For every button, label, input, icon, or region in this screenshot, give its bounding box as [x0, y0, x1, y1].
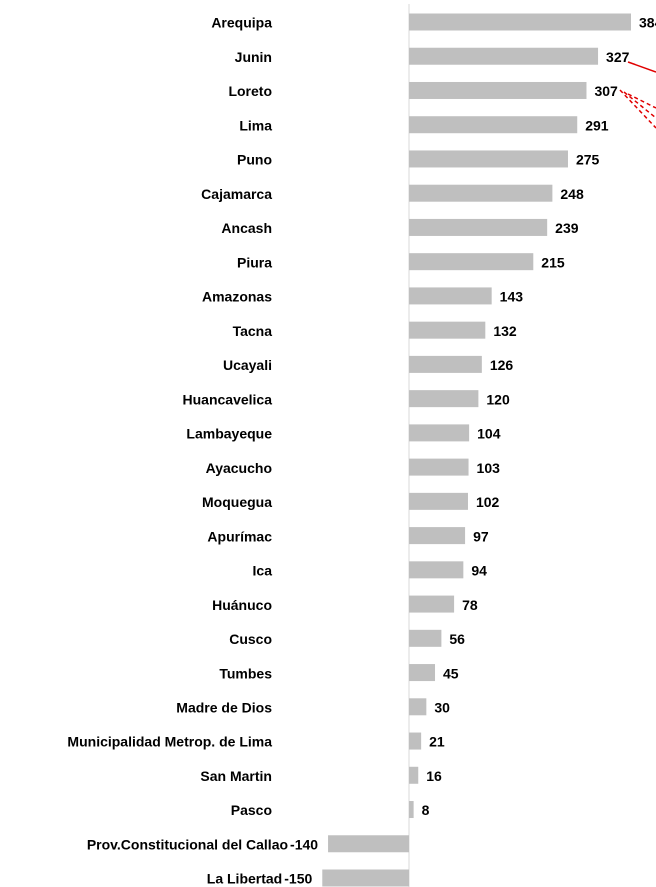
- bar: [409, 321, 486, 339]
- category-label: Amazonas: [202, 289, 272, 305]
- category-label: Huánuco: [212, 597, 272, 613]
- annotation-arrow: [623, 91, 656, 119]
- category-label: Ayacucho: [206, 460, 272, 476]
- category-label: Junin: [235, 49, 272, 65]
- value-label: 103: [477, 460, 501, 476]
- value-label: 30: [434, 700, 450, 716]
- value-label: 104: [477, 426, 501, 442]
- category-label: Piura: [237, 254, 272, 270]
- bar: [409, 287, 492, 305]
- value-label: 307: [594, 83, 618, 99]
- value-label: 384: [639, 15, 656, 31]
- bar: [328, 835, 409, 853]
- bar: [409, 116, 578, 134]
- category-label: Arequipa: [211, 15, 272, 31]
- category-label: Tacna: [233, 323, 273, 339]
- category-label: Lima: [239, 117, 272, 133]
- category-label: Ancash: [221, 220, 272, 236]
- annotation-arrows: [619, 61, 656, 129]
- bar: [409, 801, 414, 819]
- bar: [409, 81, 587, 99]
- category-label: Cajamarca: [201, 186, 272, 202]
- category-label: Moquegua: [202, 494, 272, 510]
- value-label: 102: [476, 494, 500, 510]
- category-label: Apurímac: [207, 528, 272, 544]
- bar: [409, 184, 553, 202]
- value-label: 78: [462, 597, 478, 613]
- bar: [409, 150, 568, 168]
- category-label: San Martin: [200, 768, 272, 784]
- category-label: Ucayali: [223, 357, 272, 373]
- value-label: 56: [449, 631, 465, 647]
- category-label: Municipalidad Metrop. de Lima: [67, 734, 272, 750]
- value-label: 275: [576, 152, 600, 168]
- bar: [409, 698, 427, 716]
- bar: [409, 492, 468, 510]
- category-label: Lambayeque: [186, 426, 272, 442]
- category-label: Ica: [253, 563, 273, 579]
- category-label: Puno: [237, 152, 272, 168]
- category-label: Madre de Dios: [176, 700, 272, 716]
- bar: [409, 664, 436, 682]
- value-label: 143: [500, 289, 524, 305]
- bar: [409, 527, 466, 545]
- value-label: 126: [490, 357, 514, 373]
- category-label: Cusco: [229, 631, 272, 647]
- bar: [409, 218, 548, 236]
- value-label: 45: [443, 665, 459, 681]
- bar: [409, 13, 631, 31]
- bar: [409, 253, 534, 271]
- value-label: 8: [422, 802, 430, 818]
- annotation-arrow: [627, 61, 656, 73]
- category-label: La Libertad: [207, 871, 282, 887]
- category-label: Tumbes: [219, 665, 272, 681]
- bar: [409, 595, 455, 613]
- category-label: Pasco: [231, 802, 272, 818]
- bar: [409, 732, 422, 750]
- bar: [322, 869, 409, 887]
- category-label: Loreto: [228, 83, 272, 99]
- value-label: 291: [585, 117, 609, 133]
- value-label: 132: [493, 323, 517, 339]
- bar: [409, 561, 464, 579]
- value-label: 215: [541, 254, 565, 270]
- bar: [409, 629, 442, 647]
- bar: [409, 47, 599, 65]
- value-label: 97: [473, 528, 489, 544]
- value-label: 248: [560, 186, 584, 202]
- value-label: -150: [284, 871, 312, 887]
- value-label: 94: [471, 563, 487, 579]
- annotation-arrow: [627, 93, 656, 109]
- category-label: Prov.Constitucional del Callao: [87, 836, 288, 852]
- annotation-arrow: [619, 89, 656, 129]
- bar: [409, 458, 469, 476]
- value-label: 239: [555, 220, 579, 236]
- value-label: 327: [606, 49, 630, 65]
- value-label: 16: [426, 768, 442, 784]
- bar: [409, 390, 479, 408]
- bar: [409, 424, 470, 442]
- value-label: 21: [429, 734, 445, 750]
- category-label: Huancavelica: [183, 391, 273, 407]
- value-label: -140: [290, 836, 318, 852]
- value-label: 120: [486, 391, 510, 407]
- bar: [409, 355, 482, 373]
- bar: [409, 766, 419, 784]
